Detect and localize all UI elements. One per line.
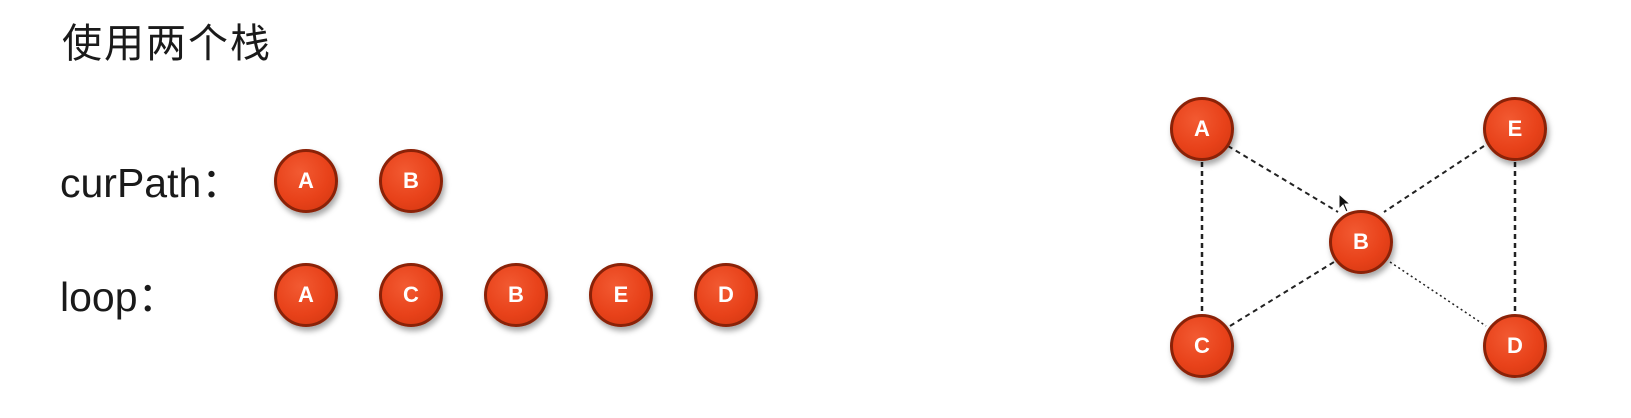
loop-node-b: B — [484, 263, 548, 327]
mouse-pointer-icon — [1338, 193, 1352, 213]
curpath-node-b: B — [379, 149, 443, 213]
loop-node-e: E — [589, 263, 653, 327]
edge-c-b — [1229, 261, 1335, 327]
edge-b-d — [1389, 261, 1487, 327]
graph-node-c: C — [1170, 314, 1234, 378]
curpath-label: curPath： — [60, 160, 243, 206]
page-title: 使用两个栈 — [62, 21, 272, 67]
graph-node-e: E — [1483, 97, 1547, 161]
edge-e-b — [1383, 145, 1485, 213]
loop-node-c: C — [379, 263, 443, 327]
graph-node-b: B — [1329, 210, 1393, 274]
loop-node-a: A — [274, 263, 338, 327]
loop-label: loop： — [60, 274, 179, 320]
loop-node-d: D — [694, 263, 758, 327]
graph-node-a: A — [1170, 97, 1234, 161]
graph-node-d: D — [1483, 314, 1547, 378]
edge-a-b — [1227, 145, 1339, 213]
curpath-node-a: A — [274, 149, 338, 213]
